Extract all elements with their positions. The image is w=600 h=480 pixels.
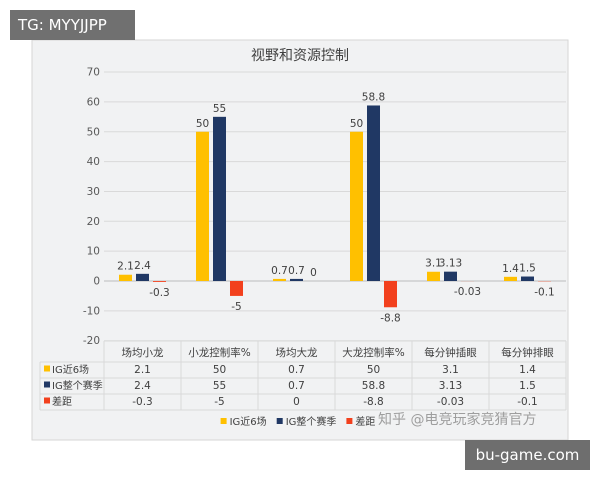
data-label-gap-3: 0 (310, 267, 317, 279)
bar-ig-last-6-3 (273, 278, 286, 281)
legend-key-gap (346, 418, 353, 424)
bar-gap-1 (153, 281, 166, 282)
table-cell: 3.13 (439, 380, 462, 392)
table-cell: -0.3 (132, 396, 153, 408)
legend-item-gap: 差距 (346, 415, 375, 428)
table-cell: 2.4 (134, 380, 151, 392)
table-cell: -0.1 (517, 396, 538, 408)
y-tick-label: 60 (87, 96, 100, 108)
table-cell: 50 (213, 364, 226, 376)
y-tick-label: -20 (83, 335, 100, 347)
category-label: 每分钟排眼 (501, 346, 554, 359)
table-cell: 58.8 (362, 380, 385, 392)
legend-key-ig-last-6 (220, 418, 227, 424)
table-cell: 55 (213, 380, 226, 392)
data-label-ig-last-6-2: 50 (196, 118, 209, 130)
y-tick-label: 10 (87, 246, 100, 258)
bar-ig-season-1 (136, 273, 149, 281)
table-cell: -0.03 (437, 396, 464, 408)
table-cell: 2.1 (134, 364, 151, 376)
bar-ig-last-6-6 (504, 276, 517, 281)
y-tick-label: 0 (93, 276, 100, 288)
bar-gap-2 (230, 281, 243, 296)
watermark-text: 知乎 @电竞玩家竞猜官方 (378, 411, 536, 428)
category-label: 小龙控制率% (188, 346, 250, 359)
category-label: 场均小龙 (122, 346, 164, 359)
data-label-ig-season-5: 3.13 (439, 258, 462, 270)
table-row-label-gap: 差距 (52, 395, 72, 408)
bar-ig-season-3 (290, 278, 303, 281)
legend-label-ig-season: IG整个赛季 (286, 415, 337, 428)
data-label-ig-season-4: 58.8 (362, 92, 385, 104)
data-labels: 2.1 50 0.7 50 3.1 1.4 2.4 55 0.7 58.8 3.13 1.5 -0.3 -… (117, 92, 555, 325)
table-cell: 3.1 (442, 364, 459, 376)
table-cell: -8.8 (363, 396, 384, 408)
table-row-label-ig-last-6: IG近6场 (52, 363, 89, 376)
data-label-gap-5: -0.03 (454, 286, 481, 298)
y-tick-label: 50 (87, 126, 100, 138)
data-label-gap-1: -0.3 (149, 287, 170, 299)
chart-area (31, 39, 569, 441)
top-left-tag: TG: MYYJJPP (10, 10, 135, 40)
data-label-gap-4: -8.8 (380, 312, 401, 324)
chart-title: 视野和资源控制 (251, 48, 349, 64)
y-tick-label: 30 (87, 186, 100, 198)
bar-ig-season-5 (444, 271, 457, 281)
table-cell: 0.7 (288, 364, 305, 376)
table-row-label-ig-season: IG整个赛季 (52, 379, 103, 392)
table-key-ig-season (44, 381, 50, 388)
table-cell: 0.7 (288, 380, 305, 392)
bar-ig-last-6-2 (196, 131, 209, 281)
legend-item-ig-last-6: IG近6场 (220, 415, 267, 428)
bar-ig-season-4 (367, 105, 380, 281)
data-label-ig-last-6-3: 0.7 (271, 265, 288, 277)
bar-ig-last-6-1 (119, 274, 132, 281)
data-label-gap-6: -0.1 (534, 286, 555, 298)
y-tick-label: 40 (87, 156, 100, 168)
bar-ig-season-6 (521, 276, 534, 281)
bar-ig-season-2 (213, 116, 226, 281)
legend-label-gap: 差距 (355, 415, 375, 428)
data-label-ig-last-6-5: 3.1 (425, 258, 442, 270)
data-label-ig-last-6-1: 2.1 (117, 261, 134, 273)
bar-series (119, 105, 551, 308)
data-label-ig-season-3: 0.7 (288, 265, 305, 277)
bar-gap-4 (384, 281, 397, 308)
data-label-ig-last-6-6: 1.4 (502, 263, 519, 275)
legend-item-ig-season: IG整个赛季 (276, 415, 337, 428)
y-tick-label: -10 (83, 305, 100, 317)
table-cell: -5 (214, 396, 224, 408)
bar-ig-last-6-5 (427, 271, 440, 281)
y-axis-tick-labels: 70 60 50 40 30 20 10 0 -10 -20 (83, 67, 100, 348)
data-label-gap-2: -5 (231, 301, 241, 313)
bottom-right-tag: bu-game.com (465, 440, 590, 470)
table-key-ig-last-6 (44, 365, 50, 372)
data-table: 场均小龙 小龙控制率% 场均大龙 大龙控制率% 每分钟插眼 每分钟排眼 IG近6场 2.1 50… (39, 340, 567, 411)
y-tick-label: 70 (87, 67, 100, 79)
legend: IG近6场 IG整个赛季 差距 (220, 415, 375, 428)
data-label-ig-season-6: 1.5 (519, 263, 536, 275)
legend-key-ig-season (276, 418, 283, 424)
table-cell: 1.5 (519, 380, 536, 392)
category-label: 大龙控制率% (342, 346, 404, 359)
category-label: 场均大龙 (276, 346, 318, 359)
category-label: 每分钟插眼 (424, 346, 477, 359)
data-label-ig-season-1: 2.4 (134, 260, 151, 272)
legend-label-ig-last-6: IG近6场 (230, 415, 267, 428)
y-tick-label: 20 (87, 216, 100, 228)
table-cell: 0 (293, 396, 300, 408)
data-label-ig-last-6-4: 50 (350, 118, 363, 130)
bar-ig-last-6-4 (350, 131, 363, 281)
table-cell: 1.4 (519, 364, 536, 376)
data-label-ig-season-2: 55 (213, 103, 226, 115)
table-cell: 50 (367, 364, 380, 376)
table-key-gap (44, 397, 50, 404)
